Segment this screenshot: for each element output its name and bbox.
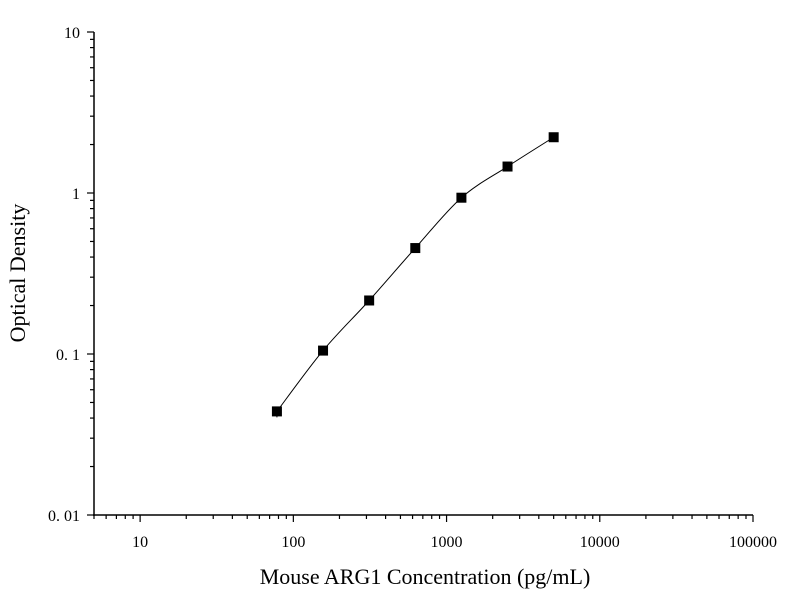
y-axis-title: Optical Density [5,204,30,343]
data-point-marker [456,192,467,203]
y-tick-label: 0. 01 [48,508,80,525]
data-point-marker [271,406,282,417]
fit-curve-path [276,136,554,418]
chart-tick-labels: 10 100 1000 10000 100000 0. 01 0. 1 1 10 [48,25,777,551]
data-point-marker [548,132,559,143]
x-tick-label: 100000 [729,534,777,551]
chart-axes [93,32,753,516]
x-tick-label: 100 [281,534,305,551]
fit-curve [276,136,554,418]
data-point-marker [410,243,421,254]
data-point-marker [364,295,375,306]
x-tick-label: 10 [132,534,148,551]
y-tick-label: 0. 1 [56,347,80,364]
chart-ticks [87,31,754,522]
y-tick-label: 10 [64,25,80,42]
y-tick-label: 1 [72,186,80,203]
x-tick-label: 1000 [431,534,463,551]
data-point-marker [318,345,329,356]
data-point-marker [502,161,513,172]
x-tick-label: 10000 [580,534,620,551]
data-markers [271,132,559,417]
x-axis-title: Mouse ARG1 Concentration (pg/mL) [260,564,591,589]
